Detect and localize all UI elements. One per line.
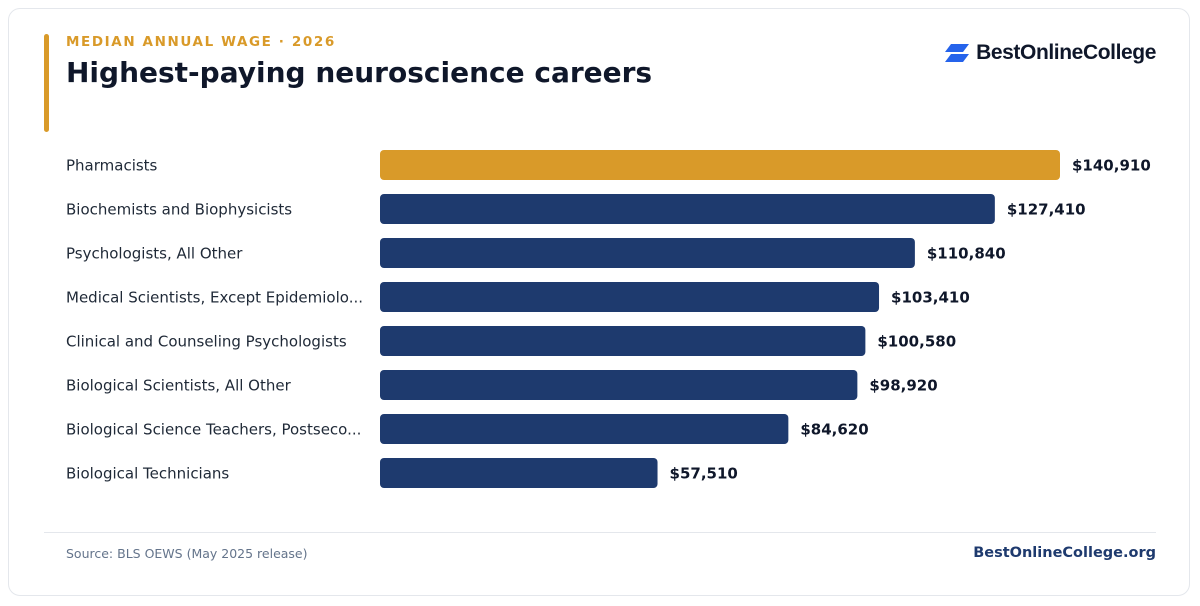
brand-logo[interactable]: BestOnlineCollege <box>944 40 1156 66</box>
double-parallelogram-logo-icon <box>945 44 970 62</box>
value-label: $84,620 <box>800 421 868 439</box>
category-label: Biological Technicians <box>66 465 229 483</box>
bar <box>380 150 1060 180</box>
brand-name: BestOnlineCollege <box>976 41 1156 64</box>
value-label: $127,410 <box>1007 201 1086 219</box>
value-label: $103,410 <box>891 289 970 307</box>
category-label: Pharmacists <box>66 157 158 175</box>
eyebrow-label: MEDIAN ANNUAL WAGE · 2026 <box>66 34 336 50</box>
value-label: $100,580 <box>877 333 956 351</box>
category-label: Biological Science Teachers, Postseco... <box>66 421 361 439</box>
value-label: $98,920 <box>869 377 937 395</box>
logo-shape-top <box>945 44 970 52</box>
logo-shape-bottom <box>945 54 970 62</box>
category-label: Biological Scientists, All Other <box>66 377 292 395</box>
bar <box>380 194 995 224</box>
bar <box>380 282 880 312</box>
source-note: Source: BLS OEWS (May 2025 release) <box>66 546 308 561</box>
category-label: Biochemists and Biophysicists <box>66 201 292 219</box>
category-label: Medical Scientists, Except Epidemiolo... <box>66 289 363 307</box>
bar <box>380 414 789 444</box>
bar <box>380 326 866 356</box>
footer-url-link[interactable]: BestOnlineCollege.org <box>973 545 1156 561</box>
footer-divider <box>44 532 1156 533</box>
bar <box>380 370 858 400</box>
category-label: Clinical and Counseling Psychologists <box>66 333 347 351</box>
value-label: $57,510 <box>670 465 738 483</box>
bar <box>380 458 658 488</box>
bar <box>380 238 915 268</box>
value-label: $110,840 <box>927 245 1006 263</box>
category-label: Psychologists, All Other <box>66 245 243 263</box>
accent-bar <box>44 34 49 132</box>
value-label: $140,910 <box>1072 157 1151 175</box>
chart-title: Highest-paying neuroscience careers <box>66 56 653 89</box>
